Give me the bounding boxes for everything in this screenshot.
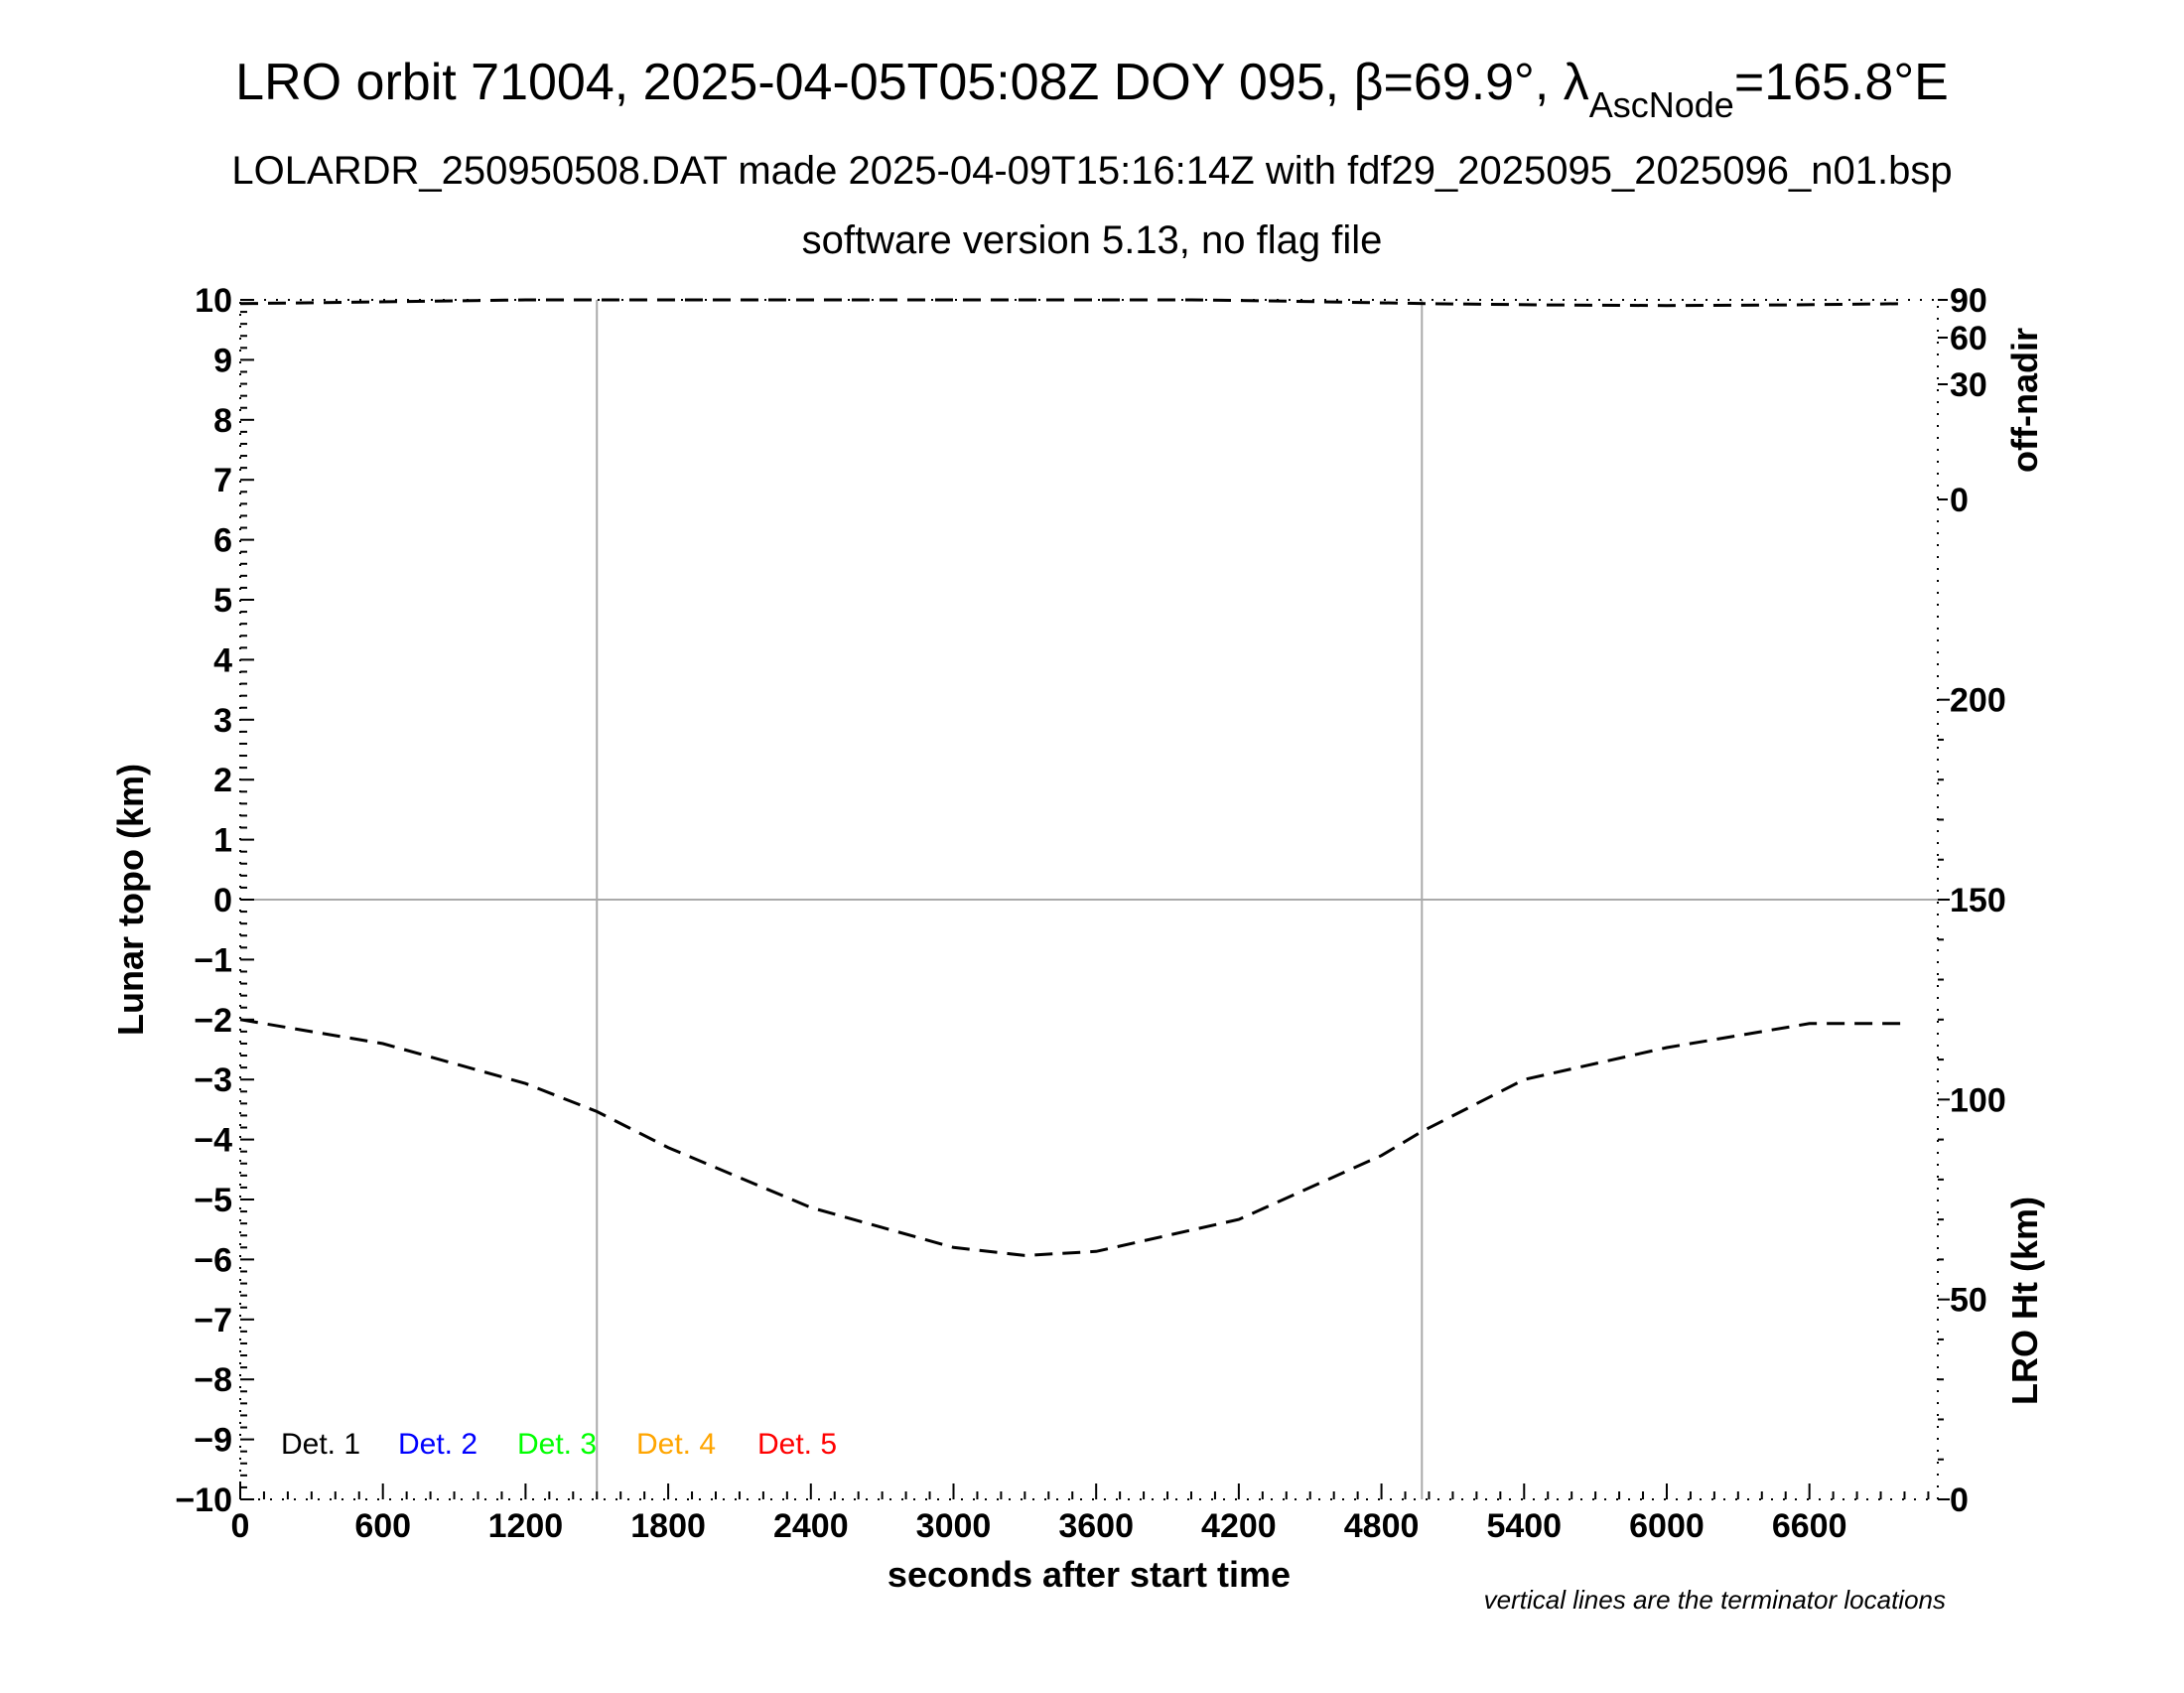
y-axis-label-left: Lunar topo (km) bbox=[110, 764, 151, 1036]
y-tick-label-left: −4 bbox=[194, 1122, 232, 1160]
x-tick-label: 0 bbox=[231, 1507, 250, 1545]
legend-item-2: Det. 2 bbox=[398, 1428, 478, 1461]
y-tick-label-left: 4 bbox=[213, 641, 232, 679]
offnadir-tick-label: 60 bbox=[1950, 320, 1987, 357]
height-tick-label: 150 bbox=[1950, 882, 2006, 919]
y-axis-label-height: LRO Ht (km) bbox=[2004, 1197, 2045, 1405]
y-tick-label-left: 10 bbox=[195, 282, 232, 320]
x-tick-label: 6000 bbox=[1629, 1507, 1705, 1545]
y-tick-label-left: 3 bbox=[213, 702, 232, 740]
x-tick-label: 3600 bbox=[1058, 1507, 1134, 1545]
series-line-2 bbox=[239, 298, 1905, 308]
legend-item-4: Det. 4 bbox=[636, 1428, 716, 1461]
y-tick-label-left: −2 bbox=[194, 1002, 232, 1040]
height-tick-label: 0 bbox=[1950, 1481, 1969, 1519]
offnadir-tick-label: 30 bbox=[1950, 366, 1987, 404]
height-tick-label: 50 bbox=[1950, 1282, 1987, 1320]
y-tick-label-left: −3 bbox=[194, 1061, 232, 1099]
offnadir-tick-label: 0 bbox=[1950, 482, 1969, 519]
x-tick-label: 2400 bbox=[773, 1507, 849, 1545]
height-tick-label: 100 bbox=[1950, 1081, 2006, 1119]
y-tick-label-left: 6 bbox=[213, 522, 232, 560]
chart-title: LRO orbit 71004, 2025-04-05T05:08Z DOY 0… bbox=[235, 54, 1949, 125]
y-tick-label-left: −10 bbox=[175, 1481, 232, 1519]
x-tick-label: 3000 bbox=[916, 1507, 992, 1545]
x-tick-label: 1200 bbox=[488, 1507, 564, 1545]
plot-layer: 0 600 1200 1800 2400 3000 3600 4200 4800 5400 6000… bbox=[175, 282, 2005, 1545]
x-tick-label: 6600 bbox=[1772, 1507, 1847, 1545]
y-tick-label-left: 8 bbox=[213, 402, 232, 440]
chart-subtitle: LOLARDR_250950508.DAT made 2025-04-09T15… bbox=[231, 149, 1952, 193]
offnadir-tick-label: 90 bbox=[1950, 282, 1987, 320]
y-tick-label-left: 7 bbox=[213, 462, 232, 499]
y-tick-label-left: −6 bbox=[194, 1241, 232, 1279]
y-tick-label-left: −1 bbox=[194, 941, 232, 979]
y-tick-label-left: −7 bbox=[194, 1302, 232, 1340]
x-tick-label: 4200 bbox=[1201, 1507, 1277, 1545]
x-tick-label: 1800 bbox=[630, 1507, 706, 1545]
y-tick-label-left: 9 bbox=[213, 342, 232, 379]
x-tick-label: 600 bbox=[354, 1507, 411, 1545]
legend-item-3: Det. 3 bbox=[517, 1428, 597, 1461]
title-prefix: LRO orbit 71004, 2025-04-05T05:08Z DOY 0… bbox=[235, 54, 1589, 111]
y-tick-label-left: 1 bbox=[213, 822, 232, 860]
y-tick-label-left: 5 bbox=[213, 582, 232, 620]
plot-frame bbox=[239, 299, 1939, 1500]
y-tick-label-left: −9 bbox=[194, 1422, 232, 1460]
chart-subtitle-2: software version 5.13, no flag file bbox=[802, 218, 1383, 262]
x-tick-label: 5400 bbox=[1486, 1507, 1562, 1545]
title-subscript: AscNode bbox=[1589, 84, 1734, 125]
y-tick-label-left: 0 bbox=[213, 882, 232, 919]
legend-item-5: Det. 5 bbox=[757, 1428, 837, 1461]
title-suffix: =165.8°E bbox=[1734, 54, 1949, 111]
series-line-1 bbox=[239, 1018, 1905, 1257]
height-tick-label: 200 bbox=[1950, 682, 2006, 720]
terminator-footnote: vertical lines are the terminator locati… bbox=[1484, 1585, 1946, 1615]
legend-item-1: Det. 1 bbox=[281, 1428, 360, 1461]
x-tick-label: 4800 bbox=[1344, 1507, 1420, 1545]
y-tick-label-left: −8 bbox=[194, 1361, 232, 1399]
y-tick-label-left: −5 bbox=[194, 1182, 232, 1219]
y-tick-label-left: 2 bbox=[213, 762, 232, 799]
x-axis-label: seconds after start time bbox=[887, 1554, 1291, 1595]
y-axis-label-offnadir: off-nadir bbox=[2004, 328, 2045, 473]
